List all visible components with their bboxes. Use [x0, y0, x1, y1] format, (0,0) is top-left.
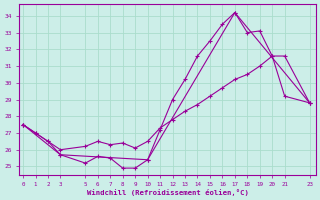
X-axis label: Windchill (Refroidissement éolien,°C): Windchill (Refroidissement éolien,°C)	[87, 189, 249, 196]
